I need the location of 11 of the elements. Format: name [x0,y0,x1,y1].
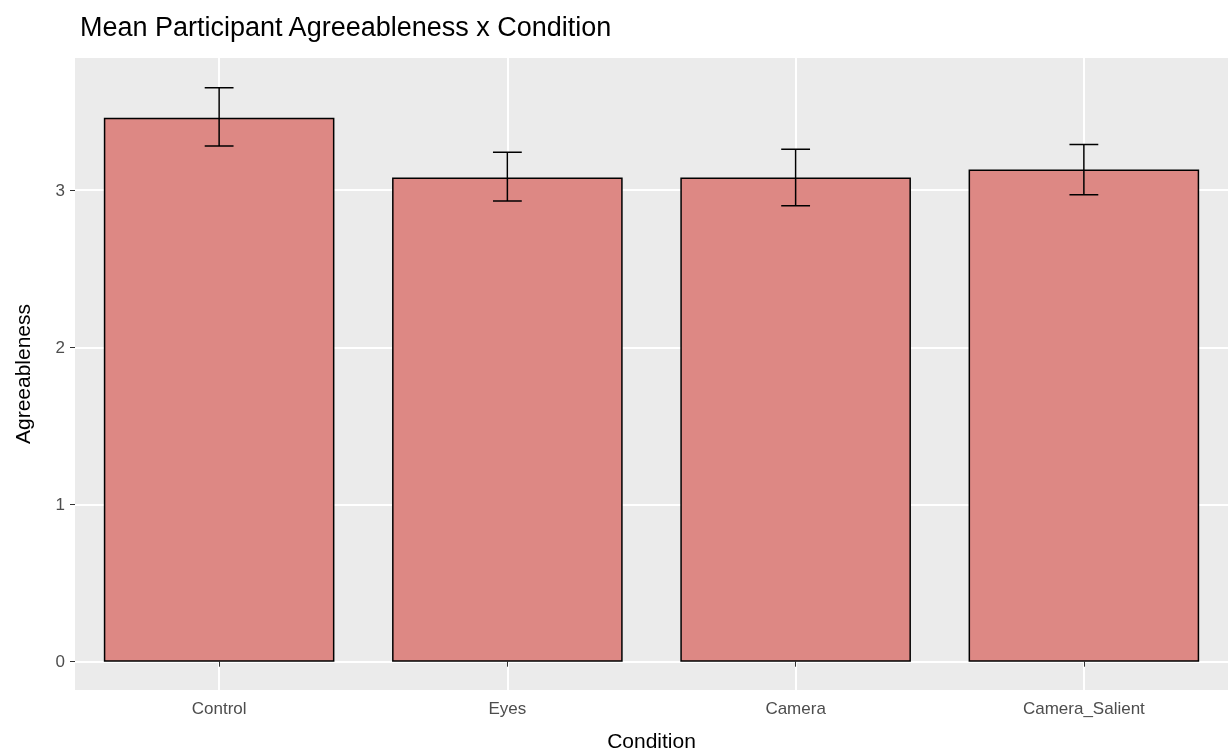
chart-title: Mean Participant Agreeableness x Condition [80,11,612,42]
y-tick-label: 0 [55,652,65,672]
y-tick-label: 1 [55,494,65,514]
x-axis-title: Condition [607,729,696,752]
y-tick-label: 3 [55,180,65,200]
x-tick-label: Eyes [488,699,527,718]
y-axis-title: Agreeableness [11,303,34,445]
x-tick-label: Control [191,699,247,718]
x-tick-label: Camera_Salient [1022,699,1146,718]
x-tick-label: Camera [765,699,827,718]
y-tick-label: 2 [55,337,65,357]
